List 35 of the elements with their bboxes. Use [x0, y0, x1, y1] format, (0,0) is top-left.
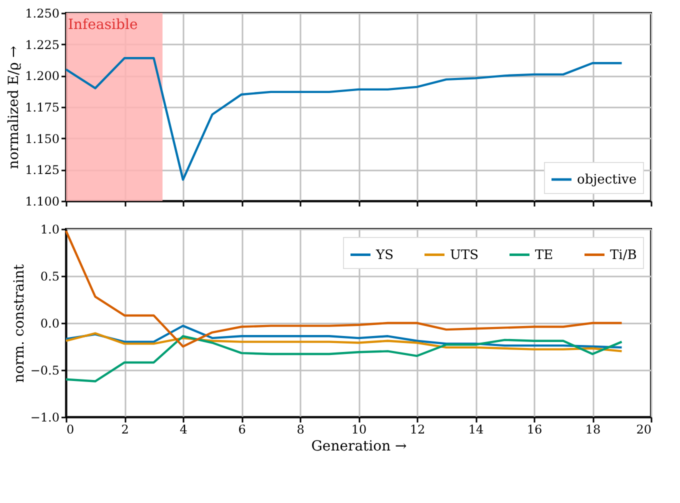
y-tick-label: 1.200: [25, 69, 60, 84]
y-tick-label: 1.0: [40, 222, 60, 236]
y-axis-title: normalized E/ϱ →: [6, 46, 22, 170]
x-tick-label: 8: [296, 422, 304, 436]
y-tick-label: 1.100: [25, 194, 60, 208]
x-axis-title: Generation →: [311, 438, 408, 454]
y-tick-label: 1.150: [25, 132, 60, 146]
x-tick-label: 16: [526, 422, 542, 436]
y-tick-label: 0.0: [40, 316, 60, 330]
legend-label: objective: [577, 172, 637, 188]
legend-label: UTS: [450, 248, 479, 263]
y-tick-label: 0.5: [40, 270, 60, 284]
x-tick-label: 12: [410, 422, 426, 436]
x-tick-label: 14: [468, 422, 484, 436]
y-tick-label: 1.125: [25, 163, 60, 178]
y-tick-label: 1.225: [25, 38, 60, 52]
legend-label: YS: [375, 248, 394, 263]
band-label: Infeasible: [68, 17, 138, 33]
x-tick-label: 4: [180, 422, 188, 436]
line-series: [64, 324, 623, 349]
y-tick-label: −1.0: [30, 410, 60, 424]
line-series: [64, 335, 623, 382]
y-axis-title: norm. constraint: [11, 264, 28, 383]
x-tick-label: 10: [351, 422, 367, 436]
y-tick-label: −0.5: [30, 364, 60, 378]
x-tick-label: 6: [238, 422, 246, 436]
x-tick-label: 20: [636, 422, 652, 436]
x-tick-label: 2: [121, 422, 129, 436]
legend-label: Ti/B: [610, 248, 637, 263]
y-tick-label: 1.250: [25, 6, 60, 20]
x-tick-label: 0: [66, 422, 74, 436]
line-series: [64, 332, 623, 352]
x-tick-label: 18: [585, 422, 601, 436]
y-tick-label: 1.175: [25, 100, 60, 114]
legend-label: TE: [535, 248, 554, 263]
